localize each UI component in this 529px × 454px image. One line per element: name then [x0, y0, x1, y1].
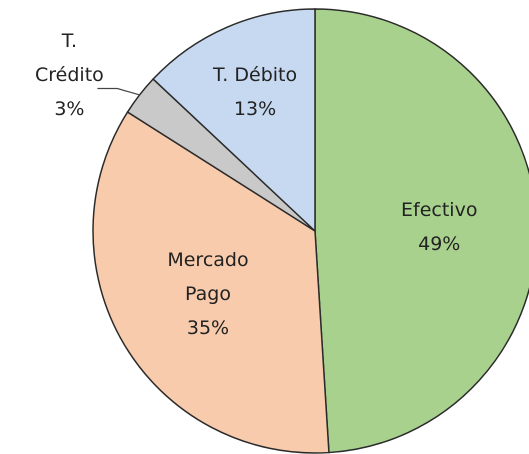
slice-label: T. Crédito 3% [29, 24, 109, 126]
pie-slice [314, 8, 529, 454]
slice-label: Mercado Pago 35% [163, 243, 253, 345]
category-label: T. Débito [212, 64, 298, 87]
category-label: Efectivo [401, 199, 478, 222]
pie-slice [152, 8, 316, 233]
category-label: T. Crédito [35, 29, 104, 86]
value-label: 49% [418, 233, 461, 256]
value-label: 35% [186, 317, 230, 340]
slice-label: T. Débito 13% [200, 58, 310, 126]
category-label: Mercado Pago [167, 249, 249, 306]
leader-line [97, 87, 140, 96]
value-label: 3% [54, 97, 85, 120]
slice-label: Efectivo 49% [384, 193, 494, 261]
pie-slice [92, 111, 330, 454]
value-label: 13% [233, 98, 277, 121]
